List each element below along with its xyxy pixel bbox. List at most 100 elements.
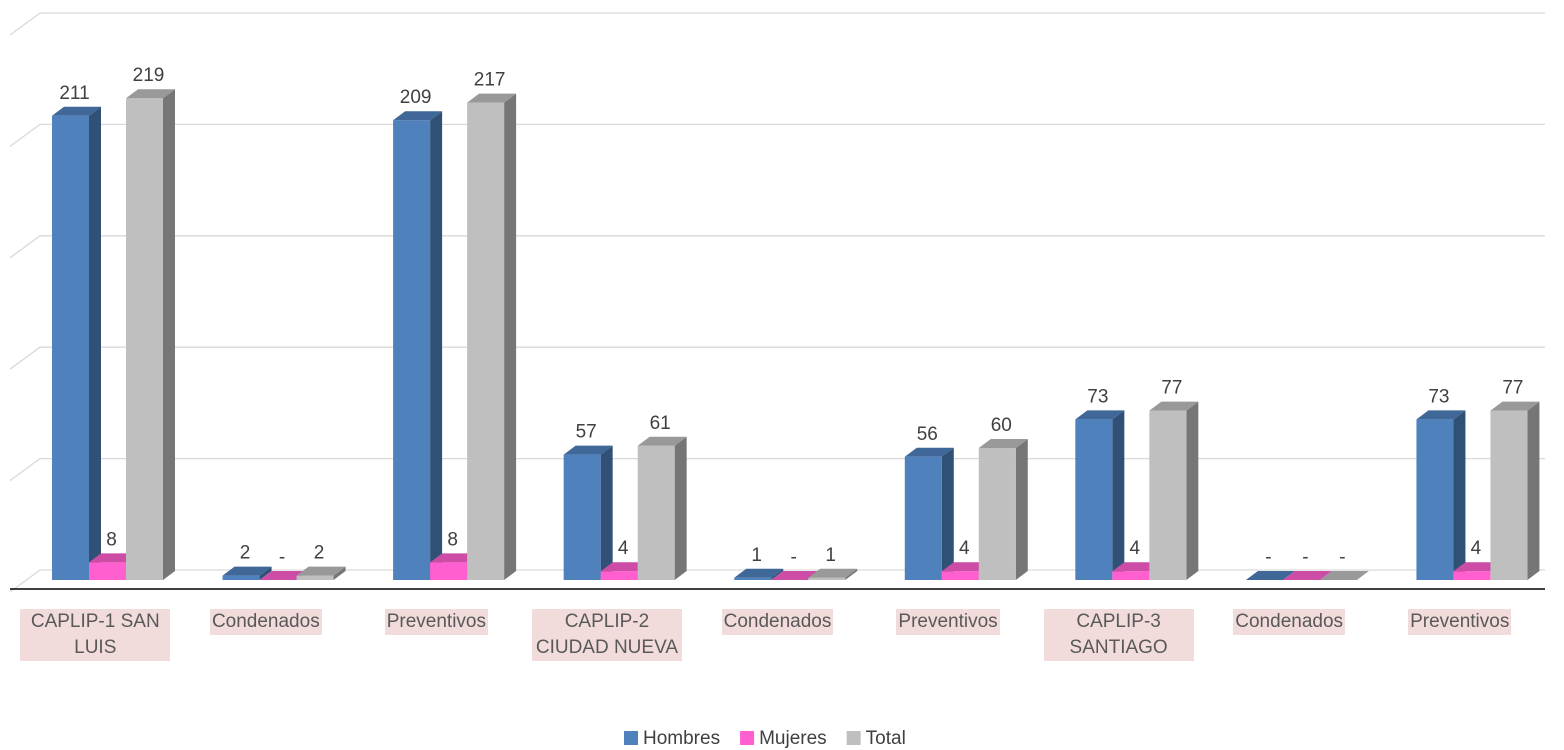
x-tick-label: Preventivos — [1380, 609, 1540, 635]
bar — [734, 568, 784, 580]
bar-top — [467, 93, 517, 103]
data-label: 2 — [314, 543, 325, 564]
bar-top — [1453, 562, 1503, 572]
x-tick-label-text: Condenados — [721, 609, 834, 635]
legend-swatch — [740, 731, 755, 745]
bar — [1282, 571, 1332, 580]
bar-front — [734, 577, 772, 580]
x-tick-label-text: CAPLIP-1 SAN LUIS — [20, 609, 171, 661]
data-label: 56 — [917, 424, 938, 445]
bar — [978, 439, 1028, 580]
bar — [222, 566, 272, 580]
bar-top — [1112, 562, 1162, 572]
data-label: 217 — [474, 70, 506, 91]
x-tick-label-text: Preventivos — [1408, 609, 1512, 635]
data-label: 219 — [133, 65, 165, 86]
bar-front — [1149, 410, 1187, 580]
bar — [808, 568, 858, 580]
bar-top — [808, 568, 858, 578]
bar — [1319, 571, 1369, 580]
bar-side — [1112, 410, 1125, 580]
bar-front — [637, 445, 675, 580]
bar — [904, 447, 954, 580]
data-label: 77 — [1502, 378, 1523, 399]
data-label: 4 — [618, 538, 629, 559]
x-tick-label-text: CAPLIP-2 CIUDAD NUEVA — [531, 609, 682, 661]
bar — [393, 111, 443, 580]
x-tick-label: CAPLIP-2 CIUDAD NUEVA — [527, 609, 687, 661]
legend-label: Mujeres — [759, 728, 827, 749]
bar — [1075, 410, 1125, 580]
bar-front — [89, 562, 126, 580]
data-label: 8 — [106, 529, 117, 550]
data-label: 73 — [1087, 386, 1108, 407]
grid-line — [9, 346, 1545, 370]
bar-front — [467, 102, 505, 580]
bar-front — [1075, 419, 1113, 580]
bar — [1490, 401, 1540, 580]
bar-top — [637, 436, 687, 446]
x-tick-label: Preventivos — [868, 609, 1028, 635]
data-label: 73 — [1428, 386, 1449, 407]
bar — [52, 106, 101, 581]
bar-front — [1490, 410, 1528, 580]
x-tick-label-text: Condenados — [209, 609, 322, 635]
x-tick-label: Condenados — [186, 609, 346, 635]
bar — [1245, 571, 1295, 580]
bar-side — [845, 568, 858, 580]
data-label: 60 — [991, 415, 1012, 436]
x-tick-label: CAPLIP-1 SAN LUIS — [15, 609, 175, 661]
bar-top — [296, 566, 346, 576]
bar-side — [333, 566, 346, 580]
bar-front — [600, 571, 638, 580]
bar-top — [222, 566, 272, 576]
bar-top — [89, 553, 138, 563]
legend-label: Hombres — [643, 728, 720, 749]
bar-top — [1416, 410, 1466, 420]
bar-front — [1416, 419, 1454, 580]
bar-top — [978, 439, 1028, 448]
bar-top — [1319, 571, 1369, 580]
data-label: 61 — [650, 413, 671, 434]
bar — [563, 445, 613, 580]
bar-top — [904, 447, 954, 457]
bar — [1416, 410, 1466, 580]
legend-swatch — [846, 731, 861, 745]
bar-top — [771, 571, 821, 580]
bar-front — [563, 454, 601, 580]
x-tick-label: Condenados — [1209, 609, 1369, 635]
legend-label: Total — [866, 728, 906, 749]
bar — [259, 571, 309, 580]
bar-top — [941, 562, 991, 572]
bar-side — [163, 89, 175, 580]
x-tick-label: CAPLIP-3 SANTIAGO — [1039, 609, 1199, 661]
bar — [637, 436, 687, 580]
bar-side — [941, 447, 954, 580]
bar-front — [808, 577, 846, 580]
bar-top — [1282, 571, 1332, 580]
bar-front — [393, 120, 431, 580]
bar-front — [296, 575, 334, 580]
data-label: - — [1339, 547, 1345, 568]
x-tick-label-text: Preventivos — [384, 609, 489, 635]
bar-front — [1453, 571, 1491, 580]
bar-side — [1015, 439, 1028, 580]
data-label: 4 — [1130, 538, 1141, 559]
data-label: 209 — [400, 87, 432, 108]
grid-line — [9, 457, 1545, 482]
bar-top — [52, 106, 101, 116]
grid-line — [9, 123, 1545, 147]
bar — [467, 93, 517, 580]
bar-side — [1527, 401, 1540, 580]
bar-front — [52, 115, 89, 581]
data-label: 2 — [240, 543, 251, 564]
bar-top — [734, 568, 784, 578]
data-label: 1 — [751, 545, 762, 566]
x-tick-label-text: Condenados — [1233, 609, 1346, 635]
bar-top — [259, 571, 309, 580]
data-label: - — [1265, 547, 1271, 568]
bar-side — [1186, 401, 1199, 580]
bar-front — [126, 98, 163, 580]
bar — [126, 89, 175, 580]
